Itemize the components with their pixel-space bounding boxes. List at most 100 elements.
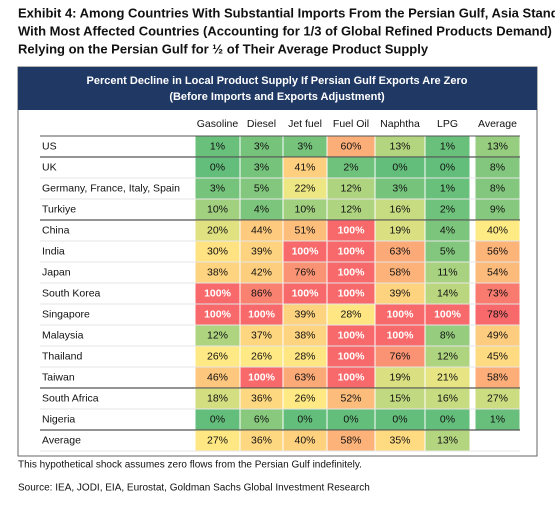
heat-cell xyxy=(475,157,520,178)
cell-value: 19% xyxy=(389,224,410,236)
cell-value: 4% xyxy=(440,224,455,236)
cell-value: 39% xyxy=(389,287,410,299)
heat-cell xyxy=(195,199,240,220)
cell-value: 100% xyxy=(338,266,366,278)
heat-cell xyxy=(425,241,470,262)
cell-value: 8% xyxy=(440,329,455,341)
cell-value: 58% xyxy=(389,266,410,278)
heat-cell xyxy=(475,220,520,241)
cell-value: 100% xyxy=(338,245,366,257)
heat-cell xyxy=(375,430,425,451)
heat-cell xyxy=(240,220,283,241)
heat-cell xyxy=(240,388,283,409)
heat-cell xyxy=(425,157,470,178)
heat-cell xyxy=(195,157,240,178)
heat-cell xyxy=(195,325,240,346)
row-label: Malaysia xyxy=(42,329,84,341)
heat-cell xyxy=(327,304,375,325)
title-line: Exhibit 4: Among Countries With Substant… xyxy=(18,5,555,20)
heat-cell xyxy=(283,199,327,220)
cell-value: 100% xyxy=(434,308,462,320)
cell-value: 27% xyxy=(487,392,508,404)
heat-cell xyxy=(283,367,327,388)
heat-cell xyxy=(475,325,520,346)
cell-value: 100% xyxy=(292,245,320,257)
heat-cell xyxy=(240,304,283,325)
heat-cell xyxy=(327,241,375,262)
heat-cell xyxy=(425,262,470,283)
cell-value: 54% xyxy=(487,266,508,278)
heat-cell xyxy=(375,262,425,283)
heat-cell xyxy=(425,199,470,220)
heat-cell xyxy=(195,136,240,157)
heat-cell xyxy=(425,430,470,451)
heat-cell xyxy=(240,157,283,178)
column-header: Average xyxy=(478,118,517,130)
heat-cell xyxy=(327,157,375,178)
heat-cell xyxy=(375,367,425,388)
cell-value: 38% xyxy=(207,266,228,278)
cell-value: 3% xyxy=(210,182,225,194)
heat-cell xyxy=(425,325,470,346)
cell-value: 100% xyxy=(338,371,366,383)
heat-cell xyxy=(375,220,425,241)
cell-value: 3% xyxy=(392,182,407,194)
cell-value: 13% xyxy=(437,434,458,446)
cell-value: 10% xyxy=(207,203,228,215)
cell-value: 13% xyxy=(487,140,508,152)
cell-value: 12% xyxy=(207,329,228,341)
cell-value: 0% xyxy=(343,413,358,425)
heat-cell xyxy=(327,346,375,367)
row-label: South Africa xyxy=(42,392,99,404)
cell-value: 28% xyxy=(340,308,361,320)
row-label: Singapore xyxy=(42,308,90,320)
heat-cell xyxy=(240,430,283,451)
cell-value: 38% xyxy=(294,329,315,341)
heat-cell xyxy=(240,409,283,430)
cell-value: 100% xyxy=(204,308,232,320)
cell-value: 26% xyxy=(294,392,315,404)
cell-value: 40% xyxy=(487,224,508,236)
cell-value: 1% xyxy=(440,182,455,194)
cell-value: 40% xyxy=(294,434,315,446)
cell-value: 16% xyxy=(437,392,458,404)
heat-cell xyxy=(327,388,375,409)
cell-value: 100% xyxy=(338,350,366,362)
heat-cell xyxy=(327,367,375,388)
row-label: South Korea xyxy=(42,287,101,299)
cell-value: 100% xyxy=(248,308,276,320)
heat-cell xyxy=(240,136,283,157)
heat-cell xyxy=(195,178,240,199)
cell-value: 12% xyxy=(437,350,458,362)
cell-value: 6% xyxy=(254,413,269,425)
cell-value: 26% xyxy=(207,350,228,362)
cell-value: 1% xyxy=(210,140,225,152)
cell-value: 76% xyxy=(294,266,315,278)
cell-value: 100% xyxy=(338,329,366,341)
heat-cell xyxy=(240,283,283,304)
heat-cell xyxy=(475,178,520,199)
heat-cell xyxy=(375,136,425,157)
heat-cell xyxy=(283,388,327,409)
heat-cell xyxy=(283,409,327,430)
cell-value: 3% xyxy=(297,140,312,152)
heat-cell xyxy=(425,367,470,388)
cell-value: 30% xyxy=(207,245,228,257)
footnote: This hypothetical shock assumes zero flo… xyxy=(18,460,362,471)
heat-cell xyxy=(475,367,520,388)
table-heading-band xyxy=(18,67,537,110)
cell-value: 12% xyxy=(340,182,361,194)
cell-value: 56% xyxy=(487,245,508,257)
heat-cell xyxy=(375,346,425,367)
cell-value: 1% xyxy=(440,140,455,152)
cell-value: 12% xyxy=(340,203,361,215)
heat-cell xyxy=(375,409,425,430)
cell-value: 16% xyxy=(389,203,410,215)
cell-value: 39% xyxy=(251,245,272,257)
cell-value: 27% xyxy=(207,434,228,446)
heat-cell xyxy=(475,262,520,283)
column-header: Gasoline xyxy=(197,118,239,130)
cell-value: 0% xyxy=(297,413,312,425)
heat-cell xyxy=(475,388,520,409)
cell-value: 3% xyxy=(254,140,269,152)
